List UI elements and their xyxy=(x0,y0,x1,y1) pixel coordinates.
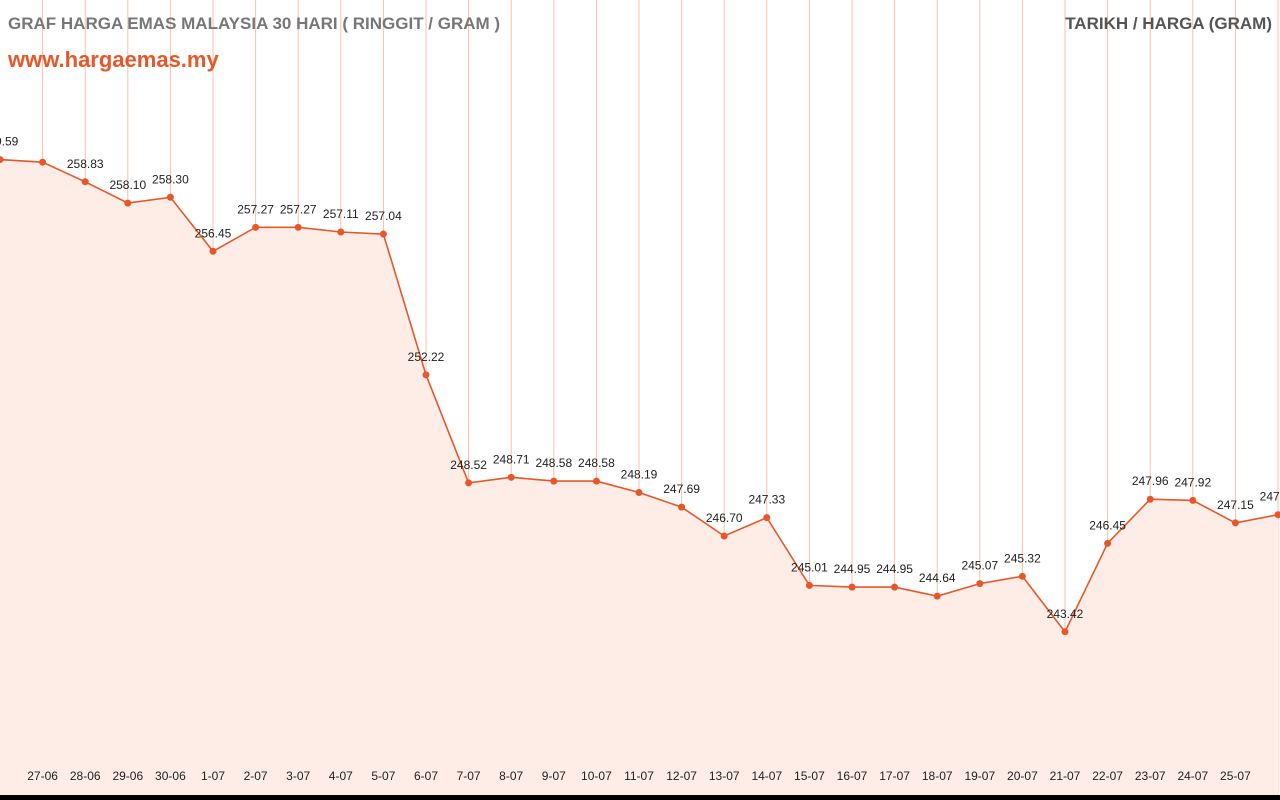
data-label-8-07: 248.71 xyxy=(493,452,530,466)
x-tick-13-07: 13-07 xyxy=(709,769,740,783)
x-tick-20-07: 20-07 xyxy=(1007,769,1038,783)
data-point-14-07 xyxy=(763,514,771,522)
data-point-2-07 xyxy=(252,223,260,231)
data-label-25-07: 247.15 xyxy=(1217,498,1254,512)
x-tick-23-07: 23-07 xyxy=(1135,769,1166,783)
data-label-15-07: 245.01 xyxy=(791,560,828,574)
data-point-26-07 xyxy=(1274,511,1280,519)
price-area-fill xyxy=(0,159,1278,796)
data-label-22-07: 246.45 xyxy=(1089,518,1126,532)
x-tick-labels: 27-06 28-06 29-06 30-06 1-07 2-07 3-07 4-07 5-07… xyxy=(27,769,1251,783)
data-point-5-07 xyxy=(379,230,387,238)
data-point-25-07 xyxy=(1231,519,1239,527)
data-point-22-07 xyxy=(1104,539,1112,547)
x-tick-17-07: 17-07 xyxy=(879,769,910,783)
x-tick-22-07: 22-07 xyxy=(1092,769,1123,783)
x-tick-27-06: 27-06 xyxy=(27,769,58,783)
data-point-6-07 xyxy=(422,371,430,379)
data-label-10-07: 248.58 xyxy=(578,456,615,470)
x-tick-9-07: 9-07 xyxy=(542,769,566,783)
data-label-16-07: 244.95 xyxy=(834,562,871,576)
bottom-border xyxy=(0,795,1280,800)
data-point-17-07 xyxy=(891,583,899,591)
data-label-30-06: 258.30 xyxy=(152,172,189,186)
data-point-30-06 xyxy=(166,193,174,201)
x-tick-29-06: 29-06 xyxy=(112,769,143,783)
data-label-7-07: 248.52 xyxy=(450,458,487,472)
x-tick-21-07: 21-07 xyxy=(1050,769,1081,783)
data-label-18-07: 244.64 xyxy=(919,571,956,585)
data-label-19-07: 245.07 xyxy=(961,559,998,573)
data-point-15-07 xyxy=(805,581,813,589)
x-tick-19-07: 19-07 xyxy=(964,769,995,783)
data-label-13-07: 246.70 xyxy=(706,511,743,525)
x-tick-18-07: 18-07 xyxy=(922,769,953,783)
x-tick-2-07: 2-07 xyxy=(244,769,268,783)
x-tick-10-07: 10-07 xyxy=(581,769,612,783)
data-point-16-07 xyxy=(848,583,856,591)
data-label-29-06: 258.10 xyxy=(109,178,146,192)
data-point-7-07 xyxy=(465,479,473,487)
data-label-6-07: 252.22 xyxy=(408,350,445,364)
data-label-26-06: 259.59 xyxy=(0,135,19,149)
data-label-12-07: 247.69 xyxy=(663,482,700,496)
data-point-20-07 xyxy=(1018,572,1026,580)
data-point-9-07 xyxy=(550,477,558,485)
x-tick-5-07: 5-07 xyxy=(371,769,395,783)
x-tick-14-07: 14-07 xyxy=(751,769,782,783)
data-label-1-07: 256.45 xyxy=(195,226,232,240)
data-point-24-07 xyxy=(1189,496,1197,504)
data-label-3-07: 257.27 xyxy=(280,202,317,216)
data-point-28-06 xyxy=(81,178,89,186)
data-point-18-07 xyxy=(933,592,941,600)
x-tick-4-07: 4-07 xyxy=(329,769,353,783)
x-tick-8-07: 8-07 xyxy=(499,769,523,783)
chart-title: GRAF HARGA EMAS MALAYSIA 30 HARI ( RINGG… xyxy=(8,14,501,33)
data-label-28-06: 258.83 xyxy=(67,157,104,171)
data-label-21-07: 243.42 xyxy=(1047,607,1084,621)
data-point-4-07 xyxy=(337,228,345,236)
data-point-1-07 xyxy=(209,247,217,255)
data-label-14-07: 247.33 xyxy=(748,493,785,507)
data-point-26-06 xyxy=(0,156,4,164)
x-tick-1-07: 1-07 xyxy=(201,769,225,783)
data-label-9-07: 248.58 xyxy=(535,456,572,470)
data-point-3-07 xyxy=(294,223,302,231)
data-label-20-07: 245.32 xyxy=(1004,551,1041,565)
data-label-24-07: 247.92 xyxy=(1174,475,1211,489)
data-point-27-06 xyxy=(39,158,47,166)
data-point-29-06 xyxy=(124,199,132,207)
data-point-23-07 xyxy=(1146,495,1154,503)
x-tick-11-07: 11-07 xyxy=(624,769,654,783)
x-tick-24-07: 24-07 xyxy=(1177,769,1208,783)
x-tick-15-07: 15-07 xyxy=(794,769,825,783)
data-label-23-07: 247.96 xyxy=(1132,474,1169,488)
x-tick-12-07: 12-07 xyxy=(666,769,697,783)
x-tick-25-07: 25-07 xyxy=(1220,769,1251,783)
data-points xyxy=(0,156,1280,636)
data-label-26-07: 247.43 xyxy=(1260,490,1280,504)
x-tick-30-06: 30-06 xyxy=(155,769,186,783)
data-point-13-07 xyxy=(720,532,728,540)
legend-label: TARIKH / HARGA (GRAM) xyxy=(1065,14,1272,33)
data-point-21-07 xyxy=(1061,628,1069,636)
x-tick-28-06: 28-06 xyxy=(70,769,101,783)
x-tick-3-07: 3-07 xyxy=(286,769,310,783)
data-point-19-07 xyxy=(976,580,984,588)
data-point-10-07 xyxy=(592,477,600,485)
website-link[interactable]: www.hargaemas.my xyxy=(8,47,219,72)
data-label-2-07: 257.27 xyxy=(237,202,274,216)
data-point-12-07 xyxy=(678,503,686,511)
x-tick-16-07: 16-07 xyxy=(837,769,868,783)
data-point-8-07 xyxy=(507,473,515,481)
data-label-17-07: 244.95 xyxy=(876,562,913,576)
data-label-5-07: 257.04 xyxy=(365,209,402,223)
data-labels: 259.59 258.83 258.10 258.30 256.45 257.27 257.… xyxy=(0,135,1280,621)
data-label-11-07: 248.19 xyxy=(621,468,658,482)
x-tick-7-07: 7-07 xyxy=(457,769,481,783)
data-point-11-07 xyxy=(635,489,643,497)
x-tick-6-07: 6-07 xyxy=(414,769,438,783)
data-label-4-07: 257.11 xyxy=(323,207,359,221)
